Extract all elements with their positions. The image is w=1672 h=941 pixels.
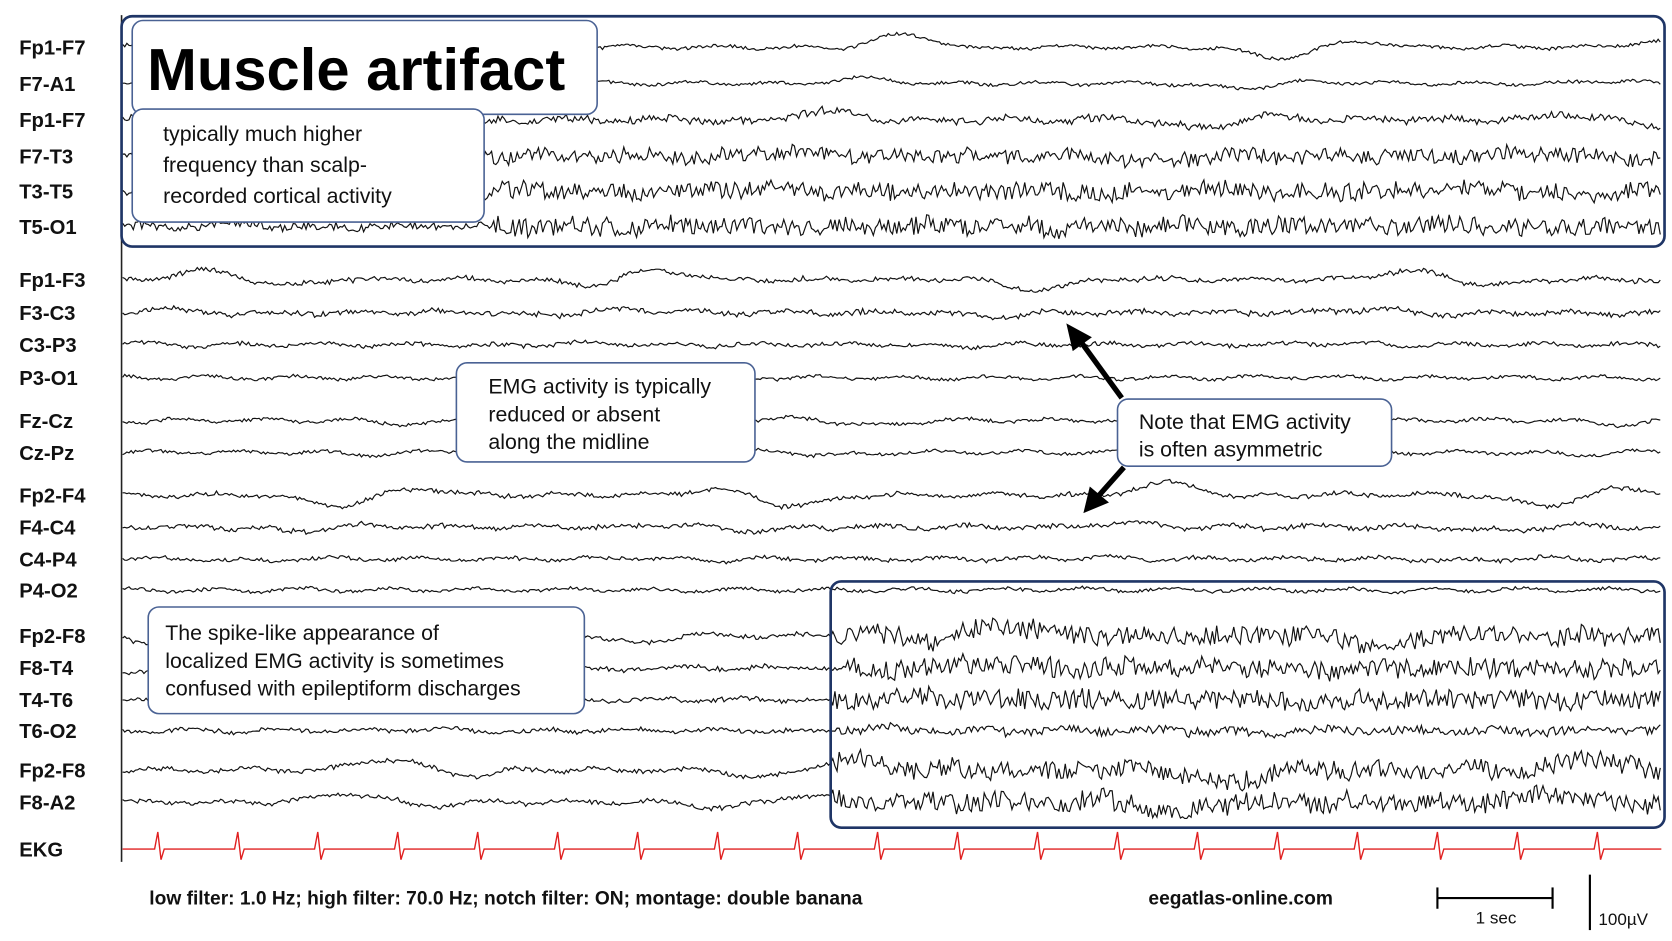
- channel-label: Fp2-F8: [19, 761, 85, 783]
- annotation-text: reduced or absent: [488, 402, 660, 426]
- channel-label: T5-O1: [19, 217, 76, 239]
- channel-label: F8-A2: [19, 793, 75, 815]
- channel-label: F4-C4: [19, 517, 76, 539]
- eeg-trace: [122, 585, 1661, 595]
- channel-label: T6-O2: [19, 721, 76, 743]
- eeg-trace: [122, 747, 1661, 792]
- annotation-box: [147, 606, 586, 715]
- time-scale-label: 1 sec: [1476, 909, 1517, 928]
- eeg-trace: [122, 373, 1661, 382]
- annotation-text: is often asymmetric: [1139, 438, 1323, 462]
- eeg-trace: [122, 553, 1661, 565]
- channel-label: EKG: [19, 840, 63, 862]
- channel-label: Fp1-F3: [19, 270, 85, 292]
- ekg-trace: [122, 831, 1662, 860]
- channel-label: Fp2-F8: [19, 626, 85, 648]
- title: Muscle artifact: [147, 36, 565, 103]
- eeg-trace: [122, 721, 1661, 739]
- channel-label: P3-O1: [19, 368, 78, 390]
- channel-label: T4-T6: [19, 690, 73, 712]
- time-scale-bar: [1436, 887, 1554, 909]
- amplitude-scale-label: 100µV: [1598, 910, 1648, 929]
- eeg-trace: [122, 520, 1661, 536]
- annotation-text: along the midline: [488, 430, 649, 454]
- eeg-trace: [122, 339, 1661, 351]
- channel-label: T3-T5: [19, 182, 73, 204]
- highlight-box: [120, 14, 1666, 248]
- annotation-text: EMG activity is typically: [488, 375, 711, 399]
- channel-label: F7-T3: [19, 146, 73, 168]
- channel-label: F8-T4: [19, 658, 74, 680]
- annotation-box: [131, 108, 485, 223]
- eeg-trace: [122, 413, 1661, 429]
- annotation-text: Note that EMG activity: [1139, 410, 1351, 434]
- eeg-trace: [122, 304, 1661, 321]
- annotation-text: frequency than scalp-: [163, 153, 367, 177]
- channel-label: Fp1-F7: [19, 38, 85, 60]
- annotation-box: [455, 362, 756, 463]
- eeg-trace: [122, 783, 1661, 820]
- channel-label: C4-P4: [19, 549, 77, 571]
- channel-label: Fp1-F7: [19, 110, 85, 132]
- annotation-box: [1116, 398, 1393, 468]
- eeg-trace: [122, 478, 1661, 511]
- channel-label: F7-A1: [19, 74, 75, 96]
- channel-labels: Fp1-F7 F7-A1 Fp1-F7 F7-T3 T3-T5 T5-O1 Fp1-F3 F3…: [19, 38, 86, 862]
- channel-label: F3-C3: [19, 303, 75, 325]
- arrow: [1066, 323, 1126, 514]
- annotation-text: recorded cortical activity: [163, 184, 392, 208]
- eeg-trace: [122, 266, 1661, 293]
- eeg-trace: [122, 213, 1661, 240]
- site: eegatlas-online.com: [1148, 888, 1332, 909]
- highlight-box: [829, 580, 1666, 830]
- channel-label: Fp2-F4: [19, 485, 86, 507]
- annotation-text: typically much higher: [163, 122, 362, 146]
- channel-label: Fz-Cz: [19, 411, 73, 433]
- eeg-trace: [122, 446, 1661, 459]
- channel-label: P4-O2: [19, 580, 78, 602]
- annotation-text: confused with epileptiform discharges: [165, 676, 520, 700]
- annotation-text: The spike-like appearance of: [165, 621, 439, 645]
- annotation-text: localized EMG activity is sometimes: [165, 649, 504, 673]
- filter-settings: low filter: 1.0 Hz; high filter: 70.0 Hz…: [149, 888, 862, 909]
- annotations: typically much higher frequency than scal…: [163, 122, 1351, 700]
- channel-label: Cz-Pz: [19, 443, 74, 465]
- channel-label: C3-P3: [19, 335, 76, 357]
- eeg-traces: [122, 31, 1662, 860]
